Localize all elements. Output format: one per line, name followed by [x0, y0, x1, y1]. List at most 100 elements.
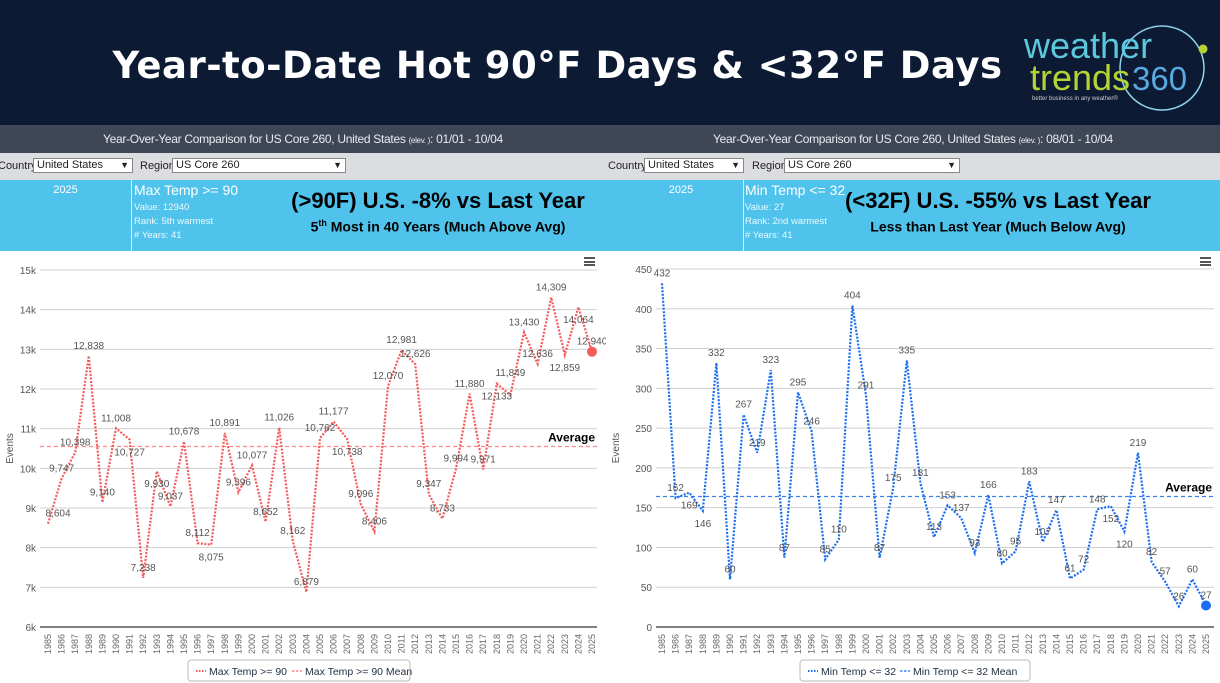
- data-label: 332: [708, 348, 725, 359]
- chart-menu-icon[interactable]: [1200, 257, 1211, 266]
- date-range: : 08/01 - 10/04: [1040, 132, 1113, 146]
- x-tick-label: 2020: [519, 634, 529, 654]
- data-label: 11,880: [455, 379, 485, 390]
- data-label: 291: [858, 380, 875, 391]
- data-label: 219: [1130, 438, 1147, 449]
- legend-mean-label: Max Temp >= 90 Mean: [305, 666, 412, 678]
- data-label: 9,140: [90, 487, 115, 498]
- data-label: 113: [926, 522, 942, 533]
- x-tick-label: 1993: [766, 634, 776, 654]
- data-label: 80: [996, 548, 1008, 559]
- summary-value: Value: 12940: [134, 202, 190, 213]
- x-tick-label: 2019: [1119, 634, 1129, 654]
- x-tick-label: 1992: [752, 634, 762, 654]
- comparison-title-bar: Year-Over-Year Comparison for US Core 26…: [606, 125, 1220, 153]
- data-label: 10,398: [60, 438, 91, 449]
- x-tick-label: 2017: [478, 634, 488, 654]
- data-label: 10,738: [332, 447, 363, 458]
- x-tick-label: 1996: [193, 634, 203, 654]
- x-tick-label: 2016: [465, 634, 475, 654]
- data-label: 6,879: [294, 577, 319, 588]
- x-tick-label: 2013: [424, 634, 434, 654]
- last-point-marker: [1201, 600, 1211, 611]
- subheadline-text: Less than Last Year (Much Below Avg): [870, 218, 1126, 235]
- x-tick-label: 2011: [1011, 634, 1021, 653]
- data-label: 9,930: [144, 479, 169, 490]
- data-label: 166: [980, 480, 997, 491]
- x-tick-label: 2024: [573, 634, 583, 654]
- elevation-note: (elev. ): [408, 136, 431, 145]
- subheadline-sup: th: [318, 218, 327, 228]
- x-tick-label: 2011: [397, 634, 407, 653]
- summary-rank: Rank: 5th warmest: [134, 216, 214, 227]
- data-label: 12,838: [74, 341, 105, 352]
- region-select[interactable]: US Core 260 ▼: [172, 158, 346, 173]
- series-line: [660, 283, 1207, 609]
- y-tick-label: 200: [635, 464, 652, 475]
- x-tick-label: 2001: [261, 634, 271, 654]
- data-label: 147: [1048, 495, 1065, 506]
- region-select[interactable]: US Core 260 ▼: [784, 158, 960, 173]
- data-label: 295: [790, 377, 807, 388]
- controls-bar: Country: United States ▼ Region: US Core …: [606, 153, 1220, 180]
- x-tick-label: 2010: [997, 634, 1007, 654]
- x-tick-label: 2006: [329, 634, 339, 654]
- comparison-title: Year-Over-Year Comparison for US Core 26…: [103, 132, 406, 146]
- data-label: 93: [969, 538, 981, 549]
- y-tick-label: 10k: [20, 464, 37, 475]
- x-tick-label: 2009: [369, 634, 379, 654]
- data-label: 11,177: [319, 407, 349, 418]
- x-tick-label: 2009: [983, 634, 993, 654]
- data-label: 10,678: [169, 426, 200, 437]
- x-tick-label: 1988: [698, 634, 708, 654]
- y-tick-label: 13k: [20, 345, 37, 356]
- page-title: Year-to-Date Hot 90°F Days & <32°F Days: [112, 44, 1003, 87]
- data-label: 12,981: [386, 335, 417, 346]
- x-tick-label: 2014: [437, 634, 447, 654]
- data-label: 153: [939, 490, 956, 501]
- x-tick-label: 2025: [1201, 634, 1211, 654]
- chevron-down-icon: ▼: [947, 160, 956, 170]
- x-tick-label: 1991: [739, 634, 749, 654]
- chevron-down-icon: ▼: [333, 160, 342, 170]
- x-tick-label: 1997: [206, 634, 216, 654]
- x-tick-label: 2005: [929, 634, 939, 654]
- headline: (<32F) U.S. -55% vs Last Year: [845, 188, 1151, 213]
- x-tick-label: 1989: [97, 634, 107, 654]
- x-tick-label: 2007: [342, 634, 352, 654]
- data-label: 162: [667, 483, 684, 494]
- x-tick-label: 2023: [560, 634, 570, 654]
- data-label: 11,026: [264, 413, 294, 424]
- summary-metric: Min Temp <= 32: [745, 182, 846, 198]
- summary-bar: 2025 Min Temp <= 32 Value: 27 Rank: 2nd …: [606, 180, 1220, 251]
- data-label: 267: [735, 400, 752, 411]
- x-tick-label: 2008: [970, 634, 980, 654]
- x-tick-label: 1995: [793, 634, 803, 654]
- chart-menu-icon[interactable]: [584, 257, 595, 266]
- data-label: 12,133: [482, 392, 513, 403]
- y-tick-label: 0: [646, 623, 652, 634]
- data-label: 14,309: [536, 282, 567, 293]
- x-tick-label: 1990: [111, 634, 121, 654]
- data-label: 7,238: [131, 563, 156, 574]
- data-label: 8,112: [185, 528, 210, 539]
- data-label: 8,604: [45, 509, 70, 520]
- x-tick-label: 2021: [1147, 634, 1157, 654]
- data-label: 181: [912, 468, 929, 479]
- x-tick-label: 1995: [179, 634, 189, 654]
- y-tick-label: 150: [635, 504, 652, 515]
- y-tick-label: 300: [635, 384, 652, 395]
- y-tick-label: 14k: [20, 306, 37, 317]
- country-select[interactable]: United States ▼: [33, 158, 133, 173]
- y-tick-label: 6k: [25, 623, 37, 634]
- x-tick-label: 2002: [274, 634, 284, 654]
- data-label: 323: [762, 355, 779, 366]
- divider: [131, 180, 132, 251]
- region-value: US Core 260: [788, 159, 852, 171]
- y-tick-label: 50: [641, 583, 653, 594]
- country-select[interactable]: United States ▼: [644, 158, 744, 173]
- x-tick-label: 2004: [301, 634, 311, 654]
- y-tick-label: 8k: [25, 544, 37, 555]
- x-tick-label: 2005: [315, 634, 325, 654]
- x-tick-label: 2014: [1051, 634, 1061, 654]
